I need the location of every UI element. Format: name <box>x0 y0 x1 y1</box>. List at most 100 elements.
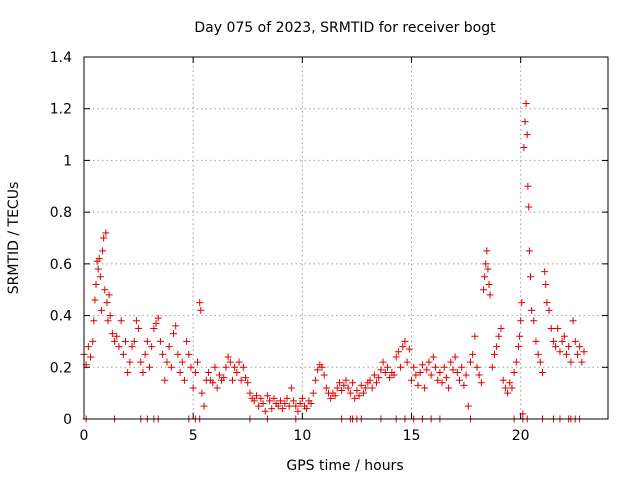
data-point <box>92 281 100 289</box>
data-point <box>516 332 524 340</box>
data-point <box>381 368 389 376</box>
data-point <box>270 394 278 402</box>
data-point <box>530 317 538 325</box>
data-point <box>152 319 160 327</box>
data-point <box>106 312 114 320</box>
data-point <box>318 363 326 371</box>
data-point <box>141 350 149 358</box>
data-point <box>165 343 173 351</box>
data-point <box>370 371 378 379</box>
data-point <box>183 337 191 345</box>
data-point <box>514 343 522 351</box>
data-point <box>397 363 405 371</box>
data-point <box>508 384 516 392</box>
data-point <box>401 337 409 345</box>
data-point <box>414 381 422 389</box>
data-point <box>532 337 540 345</box>
data-point <box>150 325 158 332</box>
data-point <box>565 343 573 351</box>
data-point <box>327 394 335 402</box>
data-point <box>366 376 374 384</box>
data-point <box>390 371 398 379</box>
data-point <box>209 379 217 387</box>
y-tick-label: 1 <box>63 153 72 169</box>
data-point <box>525 203 533 211</box>
data-point <box>274 402 282 410</box>
data-point <box>377 366 385 374</box>
data-point <box>266 397 274 405</box>
data-point <box>524 182 532 190</box>
data-point <box>453 368 461 376</box>
data-point <box>103 299 111 307</box>
data-point <box>290 397 298 405</box>
data-point <box>156 337 164 345</box>
data-point <box>344 384 352 392</box>
data-point <box>226 358 234 366</box>
data-point <box>383 363 391 371</box>
data-point <box>447 358 455 366</box>
data-point <box>89 337 97 345</box>
data-point <box>512 358 520 366</box>
data-point <box>353 387 361 395</box>
data-point <box>475 371 483 379</box>
data-point <box>119 350 127 358</box>
data-point <box>399 343 407 351</box>
data-point <box>96 273 104 281</box>
data-point <box>135 325 143 332</box>
data-point <box>307 399 315 407</box>
data-point <box>539 368 546 376</box>
data-point <box>541 268 549 276</box>
x-axis-label: GPS time / hours <box>286 458 403 474</box>
data-point <box>338 387 346 395</box>
data-point <box>104 317 112 325</box>
data-point <box>294 407 302 415</box>
data-point <box>392 353 400 361</box>
data-point <box>257 394 265 402</box>
data-point <box>342 376 350 384</box>
y-tick-label: 0.8 <box>50 205 72 221</box>
data-point <box>322 384 330 392</box>
data-point <box>386 374 394 382</box>
x-tick-label: 20 <box>512 428 530 444</box>
data-point <box>473 363 481 371</box>
data-point <box>292 402 300 410</box>
data-point <box>178 358 186 366</box>
data-point <box>246 389 254 397</box>
data-point <box>482 260 490 268</box>
data-point <box>495 332 503 340</box>
data-point <box>340 381 348 389</box>
data-point <box>303 405 311 413</box>
data-point <box>466 358 474 366</box>
data-point <box>536 358 544 366</box>
data-point <box>499 376 507 384</box>
data-point <box>309 389 317 397</box>
grid-layer <box>84 57 608 419</box>
data-point <box>483 247 491 255</box>
data-point <box>132 317 140 325</box>
data-point <box>196 299 204 307</box>
data-point <box>90 317 98 325</box>
data-point <box>460 381 468 389</box>
data-point <box>528 306 536 314</box>
data-point <box>198 389 206 397</box>
y-tick-label: 0.4 <box>50 309 72 325</box>
data-point <box>434 376 442 384</box>
data-point <box>569 317 577 325</box>
data-point <box>283 394 291 402</box>
y-tick-label: 1.4 <box>50 50 72 66</box>
data-point <box>480 286 488 294</box>
data-point <box>481 273 489 281</box>
data-point <box>146 363 153 371</box>
data-point <box>563 350 571 358</box>
data-point <box>296 399 304 407</box>
data-point <box>95 255 103 263</box>
data-point <box>287 384 295 392</box>
data-point <box>100 234 108 242</box>
data-point <box>576 343 584 351</box>
data-point <box>211 363 219 371</box>
data-point <box>121 337 129 345</box>
data-point <box>346 389 354 397</box>
data-point <box>213 384 221 392</box>
data-point <box>403 358 411 366</box>
data-point <box>228 376 236 384</box>
